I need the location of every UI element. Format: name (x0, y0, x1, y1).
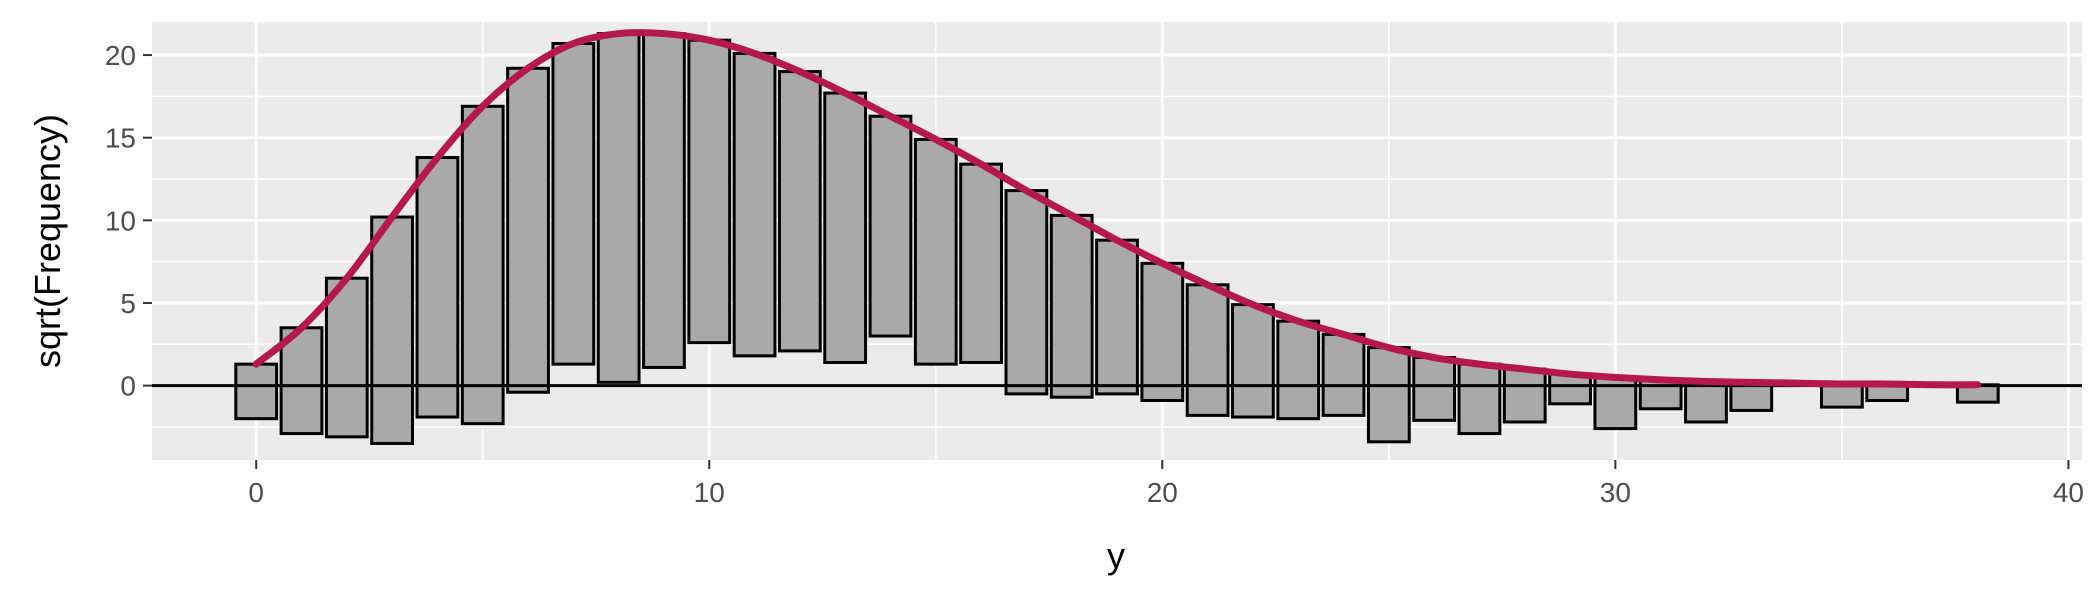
bar (777, 70, 822, 353)
bar (551, 41, 596, 366)
x-tick-label: 20 (1147, 477, 1178, 508)
bar (732, 51, 777, 358)
bar (1185, 283, 1230, 417)
x-tick-label: 0 (248, 477, 264, 508)
bar (1049, 213, 1094, 399)
bar (1231, 303, 1275, 419)
bar (1457, 362, 1502, 436)
bar (506, 66, 550, 394)
x-tick-label: 30 (1600, 477, 1631, 508)
bar (1502, 367, 1547, 424)
x-tick-label: 40 (2053, 477, 2084, 508)
y-tick-label: 10 (105, 205, 136, 236)
bar (1004, 189, 1049, 396)
bar (1684, 379, 1728, 424)
bar (642, 32, 686, 369)
bar (823, 91, 868, 364)
bar (415, 156, 460, 419)
bar (596, 32, 641, 384)
y-tick-label: 5 (120, 288, 136, 319)
bar (1140, 261, 1185, 402)
bar (324, 276, 369, 439)
bar (868, 114, 913, 338)
bar (370, 215, 415, 445)
bar (460, 104, 505, 426)
y-axis-title: sqrt(Frequency) (27, 114, 68, 368)
x-axis-title: y (1107, 535, 1125, 576)
bar (913, 137, 958, 366)
bar (234, 362, 279, 421)
x-axis-ticks: 0 10 20 30 40 (248, 460, 2084, 508)
bar (1095, 238, 1139, 396)
y-tick-label: 20 (105, 40, 136, 71)
y-tick-label: 15 (105, 123, 136, 154)
bar (1321, 332, 1366, 417)
bar (959, 162, 1003, 364)
expected-curve (252, 29, 1982, 389)
y-tick-label: 0 (120, 371, 136, 402)
bar (1276, 319, 1321, 421)
bar (687, 38, 732, 345)
bar (1366, 346, 1411, 444)
bar (1412, 356, 1457, 422)
y-axis-ticks: 0 5 10 15 20 (105, 40, 152, 402)
x-tick-label: 10 (694, 477, 725, 508)
